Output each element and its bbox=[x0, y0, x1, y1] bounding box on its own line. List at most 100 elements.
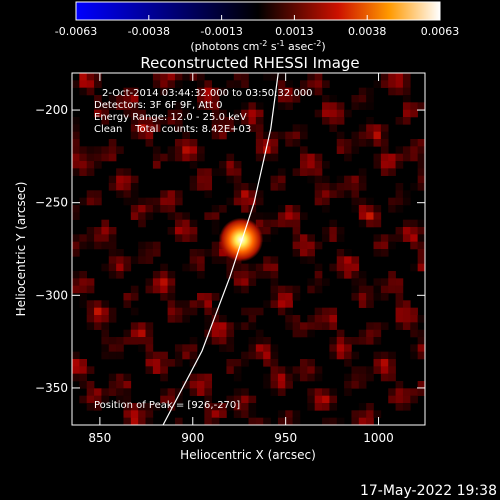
heatmap-cell bbox=[101, 117, 110, 125]
heatmap-cell bbox=[94, 146, 102, 154]
heatmap-cell bbox=[322, 278, 330, 286]
heatmap-cell bbox=[204, 87, 213, 96]
heatmap-cell bbox=[241, 80, 249, 88]
heatmap-cell bbox=[211, 329, 220, 338]
heatmap-cell bbox=[241, 109, 249, 118]
heatmap-cell bbox=[270, 388, 279, 396]
annotation-peak-position: Position of Peak = [926,-270] bbox=[94, 400, 240, 411]
heatmap-cell bbox=[417, 161, 425, 169]
heatmap-cell bbox=[402, 307, 411, 316]
peak-source bbox=[219, 217, 264, 262]
heatmap-cell bbox=[358, 219, 367, 228]
heatmap-cell bbox=[160, 373, 168, 382]
heatmap-cell bbox=[380, 131, 389, 140]
heatmap-cell bbox=[211, 124, 220, 132]
heatmap-cells bbox=[72, 73, 425, 425]
heatmap-cell bbox=[285, 410, 293, 418]
heatmap-cell bbox=[358, 417, 367, 425]
heatmap-cell bbox=[322, 403, 330, 411]
heatmap-cell bbox=[285, 366, 293, 374]
heatmap-cell bbox=[108, 271, 117, 279]
heatmap-cell bbox=[219, 109, 227, 118]
heatmap-cell bbox=[174, 300, 183, 308]
heatmap-cell bbox=[86, 285, 95, 294]
heatmap-cell bbox=[351, 256, 360, 264]
heatmap-cell bbox=[255, 351, 264, 360]
colorbar-tick-label: -0.0013 bbox=[200, 25, 242, 38]
heatmap-cell bbox=[322, 183, 330, 191]
heatmap-cell bbox=[285, 87, 293, 96]
heatmap-cell bbox=[373, 278, 382, 286]
heatmap-cell bbox=[197, 168, 205, 176]
heatmap-cell bbox=[307, 285, 315, 294]
heatmap-cell bbox=[336, 351, 345, 360]
heatmap-cell bbox=[189, 381, 198, 389]
heatmap-cell bbox=[410, 307, 418, 316]
heatmap-cell bbox=[101, 263, 110, 272]
heatmap-cell bbox=[182, 139, 190, 147]
heatmap-cell bbox=[395, 322, 404, 330]
heatmap-cell bbox=[116, 395, 124, 404]
heatmap-cell bbox=[285, 315, 293, 323]
heatmap-cell bbox=[380, 373, 389, 382]
heatmap-cell bbox=[314, 322, 323, 330]
heatmap-cell bbox=[123, 197, 132, 206]
heatmap-cell bbox=[174, 139, 183, 147]
heatmap-cell bbox=[72, 168, 80, 176]
heatmap-cell bbox=[373, 80, 382, 88]
solar-limb-curve bbox=[162, 73, 279, 425]
y-tick-label: −350 bbox=[35, 381, 68, 395]
y-tick-label: −250 bbox=[35, 196, 68, 210]
heatmap-cell bbox=[160, 205, 168, 213]
heatmap-cell bbox=[351, 183, 360, 191]
heatmap-cell bbox=[101, 344, 110, 352]
heatmap-cell bbox=[292, 315, 301, 323]
heatmap-cell bbox=[285, 219, 293, 228]
heatmap-cell bbox=[299, 153, 308, 162]
heatmap-cell bbox=[130, 285, 139, 294]
heatmap-cell bbox=[233, 373, 242, 382]
heatmap-cell bbox=[351, 146, 360, 154]
heatmap-cell bbox=[211, 117, 220, 125]
heatmap-cell bbox=[101, 227, 110, 235]
heatmap-cell bbox=[108, 227, 117, 235]
heatmap-cell bbox=[241, 395, 249, 404]
heatmap-cell bbox=[197, 381, 205, 389]
heatmap-cell bbox=[322, 117, 330, 125]
heatmap-cell bbox=[116, 351, 124, 360]
heatmap-cell bbox=[182, 263, 190, 272]
heatmap-cell bbox=[380, 249, 389, 257]
heatmap-cell bbox=[292, 322, 301, 330]
heatmap-cell bbox=[219, 315, 227, 323]
heatmap-cell bbox=[167, 307, 176, 316]
heatmap-cell bbox=[160, 366, 168, 374]
heatmap-cell bbox=[138, 241, 146, 250]
heatmap-cell bbox=[145, 329, 154, 338]
heatmap-cell bbox=[388, 168, 396, 176]
heatmap-cell bbox=[86, 87, 95, 96]
heatmap-cell bbox=[248, 351, 257, 360]
heatmap-cell bbox=[380, 139, 389, 147]
heatmap-cell bbox=[402, 117, 411, 125]
heatmap-cell bbox=[130, 256, 139, 264]
heatmap-cell bbox=[219, 337, 227, 345]
heatmap-cell bbox=[79, 271, 87, 279]
heatmap-cell bbox=[270, 227, 279, 235]
heatmap-cell bbox=[270, 263, 279, 272]
heatmap-cell bbox=[241, 410, 249, 418]
heatmap-cell bbox=[248, 124, 257, 132]
heatmap-cell bbox=[270, 73, 279, 81]
heatmap-cell bbox=[167, 146, 176, 154]
heatmap-cell bbox=[388, 373, 396, 382]
heatmap-cell bbox=[351, 175, 360, 184]
heatmap-cell bbox=[94, 388, 102, 396]
heatmap-cell bbox=[94, 190, 102, 198]
heatmap-cell bbox=[417, 344, 425, 352]
heatmap-cell bbox=[351, 417, 360, 425]
heatmap-cell bbox=[72, 249, 80, 257]
heatmap-cell bbox=[366, 117, 374, 125]
heatmap-cell bbox=[233, 109, 242, 118]
heatmap-cell bbox=[307, 168, 315, 176]
heatmap-cell bbox=[189, 139, 198, 147]
heatmap-cell bbox=[72, 366, 80, 374]
